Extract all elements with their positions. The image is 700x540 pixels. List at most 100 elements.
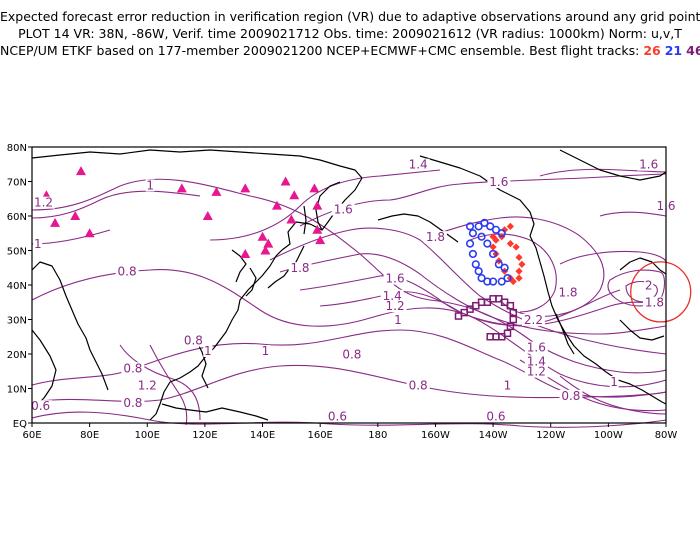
observation-site-triangle [271,200,282,210]
observation-site-triangle [309,183,320,193]
coastline-sakhalin [303,205,307,235]
contour-label-bg [423,231,447,244]
track-21-point [477,232,486,241]
contour-label: 1.2 [138,379,157,393]
track-21-point [486,222,495,231]
contour-label: 1.4 [527,354,546,368]
observation-site-triangle [257,231,268,241]
track-21-point [477,274,486,283]
contour-label-bg [642,296,666,309]
latitude-axis: 80N 70N 60N 50N 40N 30N 20N 10N EQ [7,143,32,430]
contour-line [149,344,188,426]
coastline-okhotsk [281,221,323,251]
track-21-point [497,229,506,238]
header-line-3-text: NCEP/UM ETKF based on 177-member 2009021… [0,43,644,58]
contour-label: 1 [204,344,212,358]
observation-site-triangle [315,235,326,245]
lon-tick-label: 160W [421,430,450,441]
contour-label-bg [524,365,548,378]
track-26-point [501,226,509,234]
contour-labels: 1.41.61.611.211.6 1.61.80.8 1.81.61.41.211… [29,158,678,424]
contour-label: 0.8 [184,334,203,348]
contour-label: 1.4 [383,289,402,303]
contour-label: 1 [504,379,512,393]
track-21-point [488,277,498,286]
contour-label: 0.8 [342,347,361,361]
track-46-point [509,315,518,324]
contour-line [31,178,667,374]
coastline-asia-north [31,149,363,179]
track-26-point [515,267,523,275]
contour-label: 1 [610,375,618,389]
lon-tick-label: 140W [479,430,508,441]
track-46-point [506,322,515,331]
observation-site-triangle [70,211,81,220]
flight-tracks [454,218,526,341]
coastline-gulf [619,319,665,341]
contour-label: 1.6 [639,158,658,172]
track-26-point [506,222,514,230]
contour-label-bg [524,341,548,354]
lon-tick-label: 180 [368,430,387,441]
contour-label: 1.2 [386,299,405,313]
observation-site-triangle [260,245,271,255]
observation-site-triangle [312,224,323,234]
observation-site-triangle [50,217,61,227]
lon-tick-label: 160E [307,430,332,441]
observation-site-triangle [280,176,291,186]
header-line-3: NCEP/UM ETKF based on 177-member 2009021… [0,42,700,59]
observation-site-triangle [263,238,274,248]
contour-line [31,269,667,388]
observation-site-triangle [240,183,251,193]
track-21-point [474,222,483,231]
lat-tick-label: 40N [7,281,27,292]
observation-site-triangle [211,186,222,196]
contour-line [559,250,667,265]
lon-tick-label: 140E [250,430,275,441]
lat-tick-label: 20N [7,350,27,361]
track-21-point [468,249,478,259]
lat-tick-label: 30N [7,316,27,327]
track-21-point [494,260,503,269]
contour-label-bg [393,313,403,326]
contour-label-bg [556,286,580,299]
lat-tick-label: 60N [7,212,27,223]
track-21-point [468,229,478,238]
coastline-india [31,261,109,391]
lon-tick-label: 120W [536,430,565,441]
contour-line [119,344,201,421]
lon-tick-label: 100E [135,430,160,441]
contour-label: 1.6 [334,203,353,217]
contour-label: 1.8 [645,296,664,310]
track-26-point [492,236,500,244]
track-21-point [491,225,501,234]
track-21-point [503,274,512,283]
contour-line [209,169,441,241]
contour-label-bg [503,379,512,392]
observation-site-triangle [312,200,323,210]
contour-label: 0.8 [409,379,428,393]
contour-line [31,411,667,428]
coastline-china [231,249,247,283]
lat-tick-label: 80N [7,143,27,154]
contour-label-bg [325,410,349,423]
header-line-1: Expected forecast error reduction in ver… [0,9,700,24]
contour-label-bg [484,410,508,423]
contour-label: 1.6 [527,341,546,355]
contour-label-bg [331,203,355,216]
track-21-point [465,239,475,248]
lon-tick-label: 80W [655,430,678,441]
lat-tick-label: 70N [7,178,27,189]
observation-site-triangle [176,183,187,193]
track-46-point [486,333,494,341]
contour-label-bg [380,289,404,302]
observation-site-triangle [286,214,297,224]
contour-label-bg [181,334,205,347]
longitude-axis: 60E 80E 100E 120E 140E 160E 180 160W 140W 120W 100… [22,423,677,441]
track-26-point [506,240,514,248]
verification-region [630,261,692,323]
contour-label-bg [121,396,145,409]
contour-label-bg [29,400,53,413]
contour-label: 0.8 [123,396,142,410]
track-26-label: 26 [643,43,661,58]
